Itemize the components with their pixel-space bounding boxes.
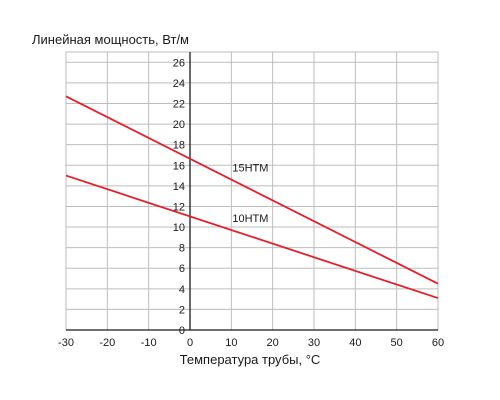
x-tick-label: 30 bbox=[308, 337, 320, 349]
y-tick-label: 6 bbox=[179, 263, 185, 275]
y-tick-label: 26 bbox=[173, 57, 185, 69]
y-tick-label: 10 bbox=[173, 222, 185, 234]
x-tick-label: 0 bbox=[187, 337, 193, 349]
series-line-2 bbox=[65, 174, 439, 299]
plot-frame bbox=[65, 51, 439, 331]
y-tick-label: 20 bbox=[173, 119, 185, 131]
x-tick-label: -30 bbox=[58, 337, 74, 349]
x-tick-label: 20 bbox=[267, 337, 279, 349]
series-labels: 15НТМ 10НТМ bbox=[232, 163, 268, 225]
series-label-2: 10НТМ bbox=[232, 213, 268, 225]
series bbox=[65, 95, 439, 299]
x-tick-label: -10 bbox=[141, 337, 157, 349]
y-tick-label: 12 bbox=[173, 201, 185, 213]
series-label-1: 15НТМ bbox=[232, 163, 268, 175]
x-tick-label: 50 bbox=[391, 337, 403, 349]
x-tick-label: 10 bbox=[225, 337, 237, 349]
x-tick-label: 40 bbox=[349, 337, 361, 349]
y-tick-label: 0 bbox=[179, 325, 185, 337]
series-line-1 bbox=[65, 95, 439, 285]
y-tick-label: 24 bbox=[173, 78, 185, 90]
y-tick-label: 18 bbox=[173, 140, 185, 152]
y-tick-label: 22 bbox=[173, 98, 185, 110]
y-tick-label: 4 bbox=[179, 284, 185, 296]
y-axis-title: Линейная мощность, Вт/м bbox=[32, 32, 189, 47]
x-axis-title: Температура трубы, °С bbox=[180, 352, 321, 367]
y-tick-label: 8 bbox=[179, 243, 185, 255]
y-tick-label: 2 bbox=[179, 304, 185, 316]
x-tick-label: 60 bbox=[432, 337, 444, 349]
y-tick-label: 14 bbox=[173, 181, 185, 193]
tick-labels: -30 -20 -10 0 10 20 30 40 50 60024681012141618202… bbox=[58, 57, 444, 349]
axes bbox=[66, 52, 438, 331]
x-tick-label: -20 bbox=[99, 337, 115, 349]
grid bbox=[65, 51, 439, 331]
y-tick-label: 16 bbox=[173, 160, 185, 172]
